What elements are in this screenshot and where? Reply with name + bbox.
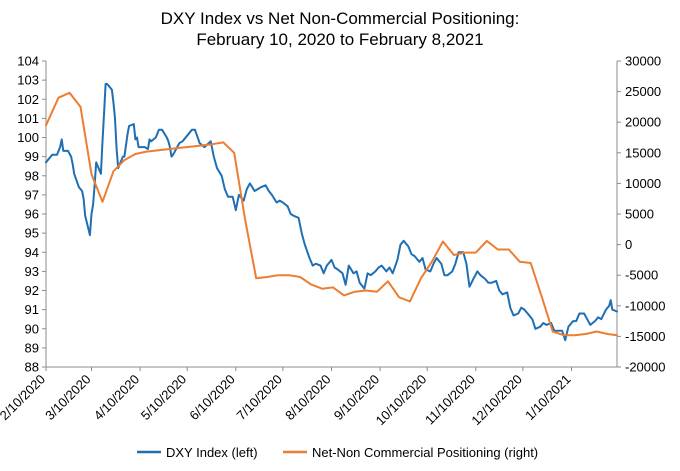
x-tick-label: 2/10/2020 bbox=[0, 372, 48, 424]
x-tick-label: 8/10/2020 bbox=[282, 372, 334, 424]
right-tick-label: -5000 bbox=[625, 268, 658, 283]
x-tick-label: 10/10/2020 bbox=[373, 372, 430, 429]
left-tick-label: 91 bbox=[25, 302, 39, 317]
x-tick-label: 6/10/2020 bbox=[186, 372, 238, 424]
right-tick-label: -20000 bbox=[625, 360, 665, 375]
x-tick-label: 3/10/2020 bbox=[42, 372, 94, 424]
left-tick-label: 101 bbox=[17, 111, 39, 126]
right-tick-label: 5000 bbox=[625, 207, 654, 222]
x-axis-ticks: 2/10/20203/10/20204/10/20205/10/20206/10… bbox=[0, 367, 574, 428]
left-tick-label: 92 bbox=[25, 283, 39, 298]
right-tick-label: 15000 bbox=[625, 145, 661, 160]
left-tick-label: 104 bbox=[17, 54, 39, 69]
left-tick-label: 94 bbox=[25, 245, 39, 260]
right-tick-label: 20000 bbox=[625, 115, 661, 130]
left-axis-ticks: 88 89 90 91 92 93 94 95 96 97 98 99 100 101 102 103 104 bbox=[17, 54, 46, 375]
right-tick-label: -10000 bbox=[625, 298, 665, 313]
chart-legend: DXY Index (left) Net-Non Commercial Posit… bbox=[137, 445, 538, 460]
x-tick-label: 4/10/2020 bbox=[91, 372, 143, 424]
left-tick-label: 102 bbox=[17, 92, 39, 107]
x-tick-label: 5/10/2020 bbox=[138, 372, 190, 424]
x-tick-label: 1/10/2021 bbox=[522, 372, 574, 424]
left-tick-label: 90 bbox=[25, 321, 39, 336]
left-tick-label: 96 bbox=[25, 207, 39, 222]
net-positioning-line bbox=[45, 91, 618, 337]
right-tick-label: -15000 bbox=[625, 329, 665, 344]
left-tick-label: 89 bbox=[25, 340, 39, 355]
right-tick-label: 0 bbox=[625, 237, 632, 252]
left-tick-label: 95 bbox=[25, 226, 39, 241]
left-tick-label: 103 bbox=[17, 73, 39, 88]
chart-axes bbox=[45, 61, 618, 368]
left-tick-label: 93 bbox=[25, 264, 39, 279]
x-tick-label: 7/10/2020 bbox=[233, 372, 285, 424]
left-tick-label: 100 bbox=[17, 130, 39, 145]
right-tick-label: 10000 bbox=[625, 176, 661, 191]
right-axis-ticks: -20000 -15000 -10000 -5000 0 5000 10000 15000 20… bbox=[617, 54, 665, 375]
left-tick-label: 88 bbox=[25, 360, 39, 375]
title-line: February 10, 2020 to February 8,2021 bbox=[196, 30, 483, 49]
left-tick-label: 98 bbox=[25, 168, 39, 183]
dxy-index-line bbox=[45, 83, 618, 342]
chart-series bbox=[45, 83, 618, 342]
title-line: DXY Index vs Net Non-Commercial Position… bbox=[161, 9, 520, 28]
x-tick-label: 12/10/2020 bbox=[468, 372, 525, 429]
right-tick-label: 30000 bbox=[625, 54, 661, 69]
right-tick-label: 25000 bbox=[625, 84, 661, 99]
legend-label: Net-Non Commercial Positioning (right) bbox=[312, 445, 538, 460]
chart-title: DXY Index vs Net Non-Commercial Position… bbox=[161, 9, 520, 49]
left-tick-label: 97 bbox=[25, 187, 39, 202]
legend-label: DXY Index (left) bbox=[166, 445, 258, 460]
left-tick-label: 99 bbox=[25, 149, 39, 164]
